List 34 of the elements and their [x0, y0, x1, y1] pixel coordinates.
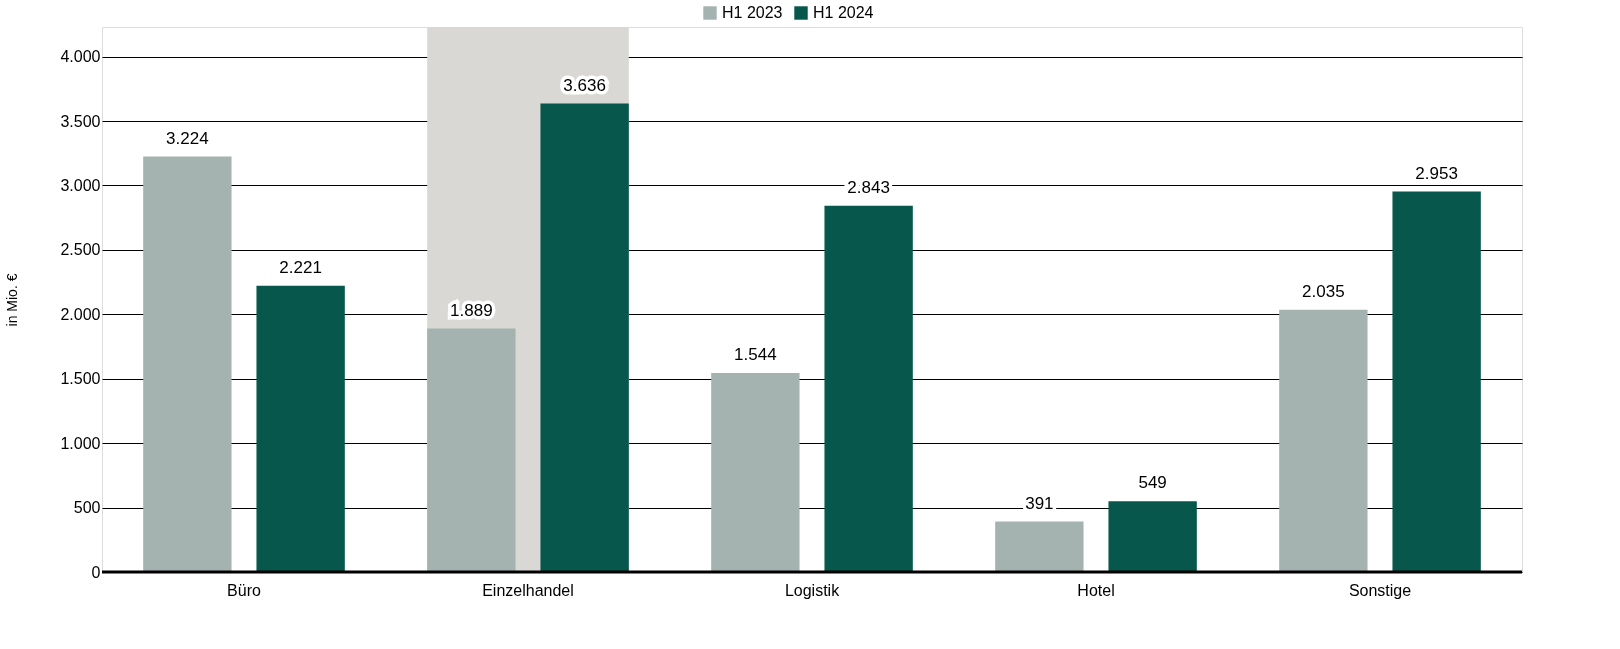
y-axis-title: in Mio. €	[4, 273, 21, 327]
data-label: 549	[1138, 473, 1167, 493]
y-tick-label: 0	[91, 563, 101, 581]
legend-label: H1 2024	[813, 4, 874, 21]
y-tick-label: 1.500	[60, 370, 101, 388]
y-tick-label: 2.000	[60, 305, 101, 323]
bar	[1392, 191, 1481, 572]
y-tick-label: 500	[73, 499, 101, 517]
data-label: 2.221	[279, 257, 322, 277]
bar	[427, 328, 516, 572]
x-tick-label: Sonstige	[1348, 581, 1412, 599]
y-tick-label: 3.000	[60, 176, 101, 194]
bar	[995, 521, 1084, 572]
y-tick-label: 3.500	[60, 112, 101, 130]
bar	[1108, 501, 1197, 572]
y-tick-label: 1.000	[60, 434, 101, 452]
y-tick-label: 4.000	[60, 48, 101, 66]
data-label: 2.035	[1302, 281, 1345, 301]
bar	[824, 205, 913, 572]
y-tick-label: 2.500	[60, 241, 101, 259]
x-tick-label: Büro	[227, 581, 261, 599]
x-tick-label: Logistik	[784, 581, 841, 599]
bar	[711, 373, 800, 572]
data-label: 3.224	[166, 128, 209, 148]
data-label: 3.636	[563, 75, 606, 95]
bar	[143, 156, 232, 572]
data-label: 2.953	[1415, 163, 1458, 183]
x-tick-label: Hotel	[1077, 581, 1115, 599]
data-label: 1.544	[734, 345, 777, 365]
bar	[1279, 309, 1368, 572]
legend-label: H1 2023	[722, 4, 783, 21]
bar	[256, 285, 345, 572]
data-label: 1.889	[450, 300, 493, 320]
x-tick-label: Einzelhandel	[482, 581, 574, 599]
